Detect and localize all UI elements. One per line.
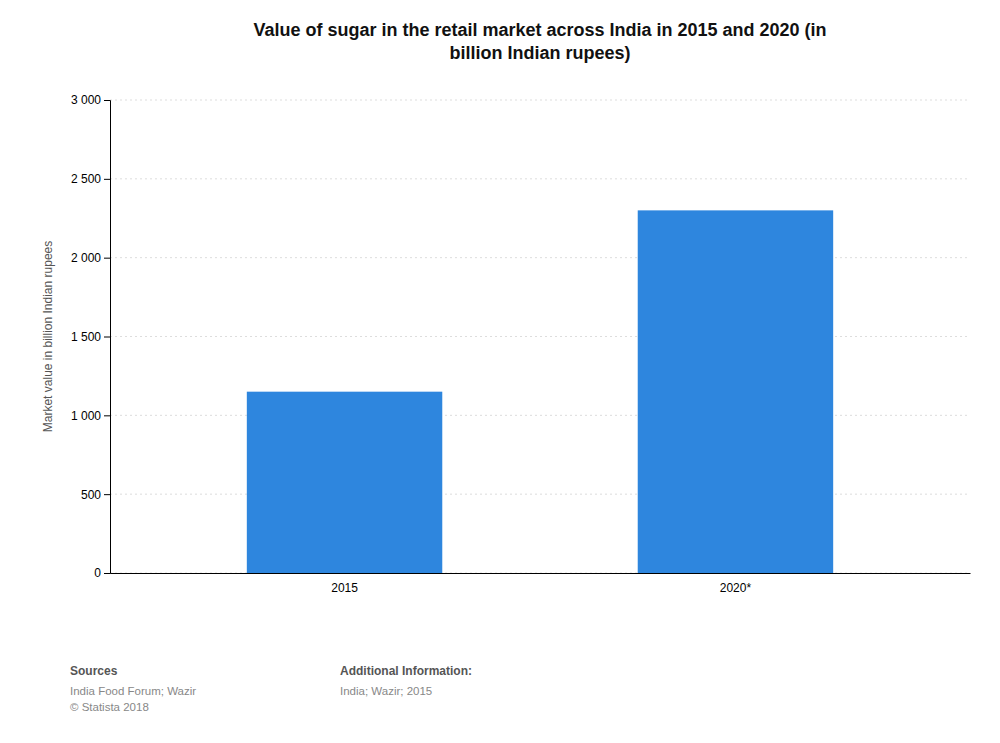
y-tick-mark xyxy=(104,179,110,180)
bar xyxy=(247,392,442,573)
grid-line xyxy=(110,336,970,337)
title: Value of sugar in the retail market acro… xyxy=(253,20,826,63)
y-tick-label: 3 000 xyxy=(71,93,101,107)
y-tick-label: 0 xyxy=(94,566,101,580)
bar xyxy=(638,210,833,573)
footer-text: India Food Forum; Wazir© Statista 2018 xyxy=(70,685,196,713)
y-tick: 1 000 xyxy=(71,409,110,423)
grid-line xyxy=(110,573,970,574)
grid-line xyxy=(110,494,970,495)
y-tick-mark xyxy=(104,415,110,416)
y-tick-mark xyxy=(104,494,110,495)
footer-text: India; Wazir; 2015 xyxy=(340,685,432,697)
grid-line xyxy=(110,415,970,416)
y-axis-line xyxy=(104,101,111,574)
x-axis-line xyxy=(111,573,971,574)
y-tick-label: 2 500 xyxy=(71,172,101,186)
bars xyxy=(247,210,833,573)
y-tick: 0 xyxy=(94,566,110,580)
x-tick-label: 2015 xyxy=(331,581,358,595)
footer-label: Additional Information: xyxy=(340,664,472,678)
chart: 0 500 1 000 1 500 2 000 2 500 3 000 2015 2020* Ma… xyxy=(0,0,1000,743)
grid-line xyxy=(110,257,970,258)
y-tick-mark xyxy=(104,100,110,101)
y-tick: 1 500 xyxy=(71,330,110,344)
x-tick: 2020* xyxy=(720,581,752,595)
y-tick-mark xyxy=(104,258,110,259)
y-tick: 500 xyxy=(81,488,110,502)
grid-line xyxy=(110,100,970,101)
x-tick-label: 2020* xyxy=(720,581,752,595)
y-tick-label: 500 xyxy=(81,488,101,502)
y-tick: 2 500 xyxy=(71,172,110,186)
y-tick-label: 2 000 xyxy=(71,251,101,265)
x-axis: 2015 2020* xyxy=(111,574,971,595)
footer-label: Sources xyxy=(70,664,118,678)
y-axis-label: Market value in billion Indian rupees xyxy=(41,241,55,432)
y-tick: 2 000 xyxy=(71,251,110,265)
plot: 0 500 1 000 1 500 2 000 2 500 3 000 2015 2020* xyxy=(71,93,971,594)
grid-line xyxy=(110,178,970,179)
y-tick-mark xyxy=(104,573,110,574)
x-tick: 2015 xyxy=(331,581,358,595)
footer: Sources India Food Forum; Wazir© Statista… xyxy=(70,664,472,713)
y-tick: 3 000 xyxy=(71,93,110,107)
grid xyxy=(110,100,970,573)
y-tick-label: 1 000 xyxy=(71,409,101,423)
y-tick-label: 1 500 xyxy=(71,330,101,344)
y-tick-mark xyxy=(104,337,110,338)
y-axis: 0 500 1 000 1 500 2 000 2 500 3 000 xyxy=(71,93,111,580)
